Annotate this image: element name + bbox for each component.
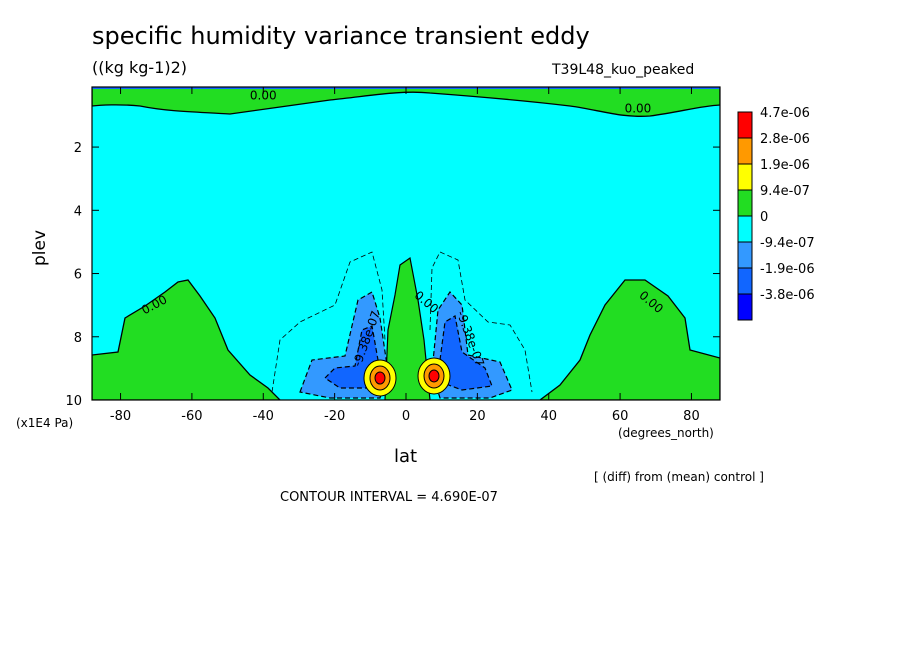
legend-swatch [737, 267, 753, 295]
legend-swatch [737, 189, 753, 217]
x-tick-label: 60 [612, 409, 629, 424]
x-axis-units: (degrees_north) [618, 426, 714, 440]
legend-label: 1.9e-06 [760, 158, 810, 173]
chart-title: specific humidity variance transient edd… [92, 22, 590, 50]
legend-label: 9.4e-07 [760, 184, 810, 199]
left-dashed-contour [271, 251, 386, 393]
legend-swatch [737, 215, 753, 243]
right-core-red [428, 369, 440, 383]
legend-label: -1.9e-06 [760, 262, 815, 277]
x-tick-label: -60 [181, 409, 202, 424]
contour-label: 0.00 [250, 89, 277, 103]
x-tick-label: 40 [540, 409, 557, 424]
run-label: T39L48_kuo_peaked [552, 62, 695, 78]
right-dashed-contour [429, 251, 533, 393]
x-tick-label: 80 [683, 409, 700, 424]
plot-area [92, 87, 720, 400]
x-axis-label: lat [394, 446, 418, 467]
legend-swatch [737, 241, 753, 269]
y-tick-label: 2 [74, 141, 82, 156]
legend-swatch [737, 137, 753, 165]
legend-label: 4.7e-06 [760, 106, 810, 121]
right-positive-region [538, 279, 720, 400]
legend-label: -9.4e-07 [760, 236, 815, 251]
left-positive-region [92, 279, 281, 400]
upper-positive-band [92, 87, 720, 117]
contour-interval: CONTOUR INTERVAL = 4.690E-07 [280, 490, 498, 505]
y-tick-label: 8 [74, 331, 82, 346]
y-tick-label: 10 [65, 394, 82, 409]
x-axis-ticks: -80 -60 -40 -20 0 20 40 60 80 [110, 87, 700, 424]
legend-swatch [737, 111, 753, 139]
x-tick-label: -20 [324, 409, 345, 424]
x-tick-label: -40 [253, 409, 274, 424]
y-tick-label: 6 [74, 268, 82, 283]
diff-note: [ (diff) from (mean) control ] [594, 470, 764, 484]
left-core-red [374, 371, 386, 385]
y-tick-label: 4 [74, 204, 82, 219]
legend-label: 0 [760, 210, 768, 225]
legend-swatch [737, 163, 753, 191]
x-tick-label: -80 [110, 409, 131, 424]
legend-label: 2.8e-06 [760, 132, 810, 147]
y-axis-ticks: 2 4 6 8 10 [65, 141, 720, 409]
chart-units: ((kg kg-1)2) [92, 58, 188, 77]
contour-label: 0.00 [625, 101, 652, 115]
y-axis-units: (x1E4 Pa) [16, 416, 74, 430]
right-negative-lobe-inner [439, 315, 493, 391]
legend-swatch [737, 293, 753, 321]
x-tick-label: 0 [402, 409, 410, 424]
x-tick-label: 20 [469, 409, 486, 424]
color-legend: 4.7e-06 2.8e-06 1.9e-06 9.4e-07 0 -9.4e-07 -1.… [737, 106, 815, 321]
legend-label: -3.8e-06 [760, 288, 815, 303]
